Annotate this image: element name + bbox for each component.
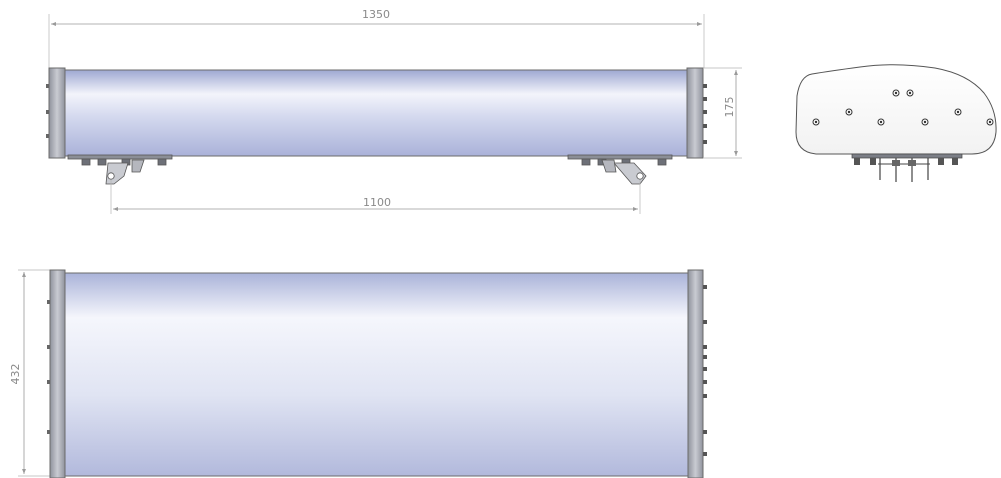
top-view: 432: [9, 269, 707, 478]
side-view: 1350 175: [46, 8, 742, 214]
connector-group-top-left: [47, 300, 50, 434]
end-profile-view: [795, 64, 997, 182]
mount-bracket-left: [67, 154, 173, 185]
dimension-label-length: 1350: [362, 8, 390, 21]
connector-group-top: [703, 285, 707, 456]
dimension-label-width: 432: [9, 364, 22, 385]
dimension-label-mount-spacing: 1100: [363, 196, 391, 209]
end-cap-left: [48, 67, 66, 159]
dimension-label-height: 175: [723, 97, 736, 118]
end-cap-top-right: [687, 269, 704, 478]
connector-group-side-left: [46, 84, 49, 138]
profile-mount-bracket: [851, 153, 963, 182]
radome-body-side: [63, 69, 689, 157]
radome-body-top: [63, 272, 689, 477]
connector-group-side: [703, 84, 707, 144]
mount-bracket-right: [567, 154, 673, 185]
screw-holes: [812, 89, 994, 126]
end-cap-top-left: [49, 269, 66, 478]
radome-profile-outline: [795, 64, 997, 155]
end-cap-right: [686, 67, 704, 159]
